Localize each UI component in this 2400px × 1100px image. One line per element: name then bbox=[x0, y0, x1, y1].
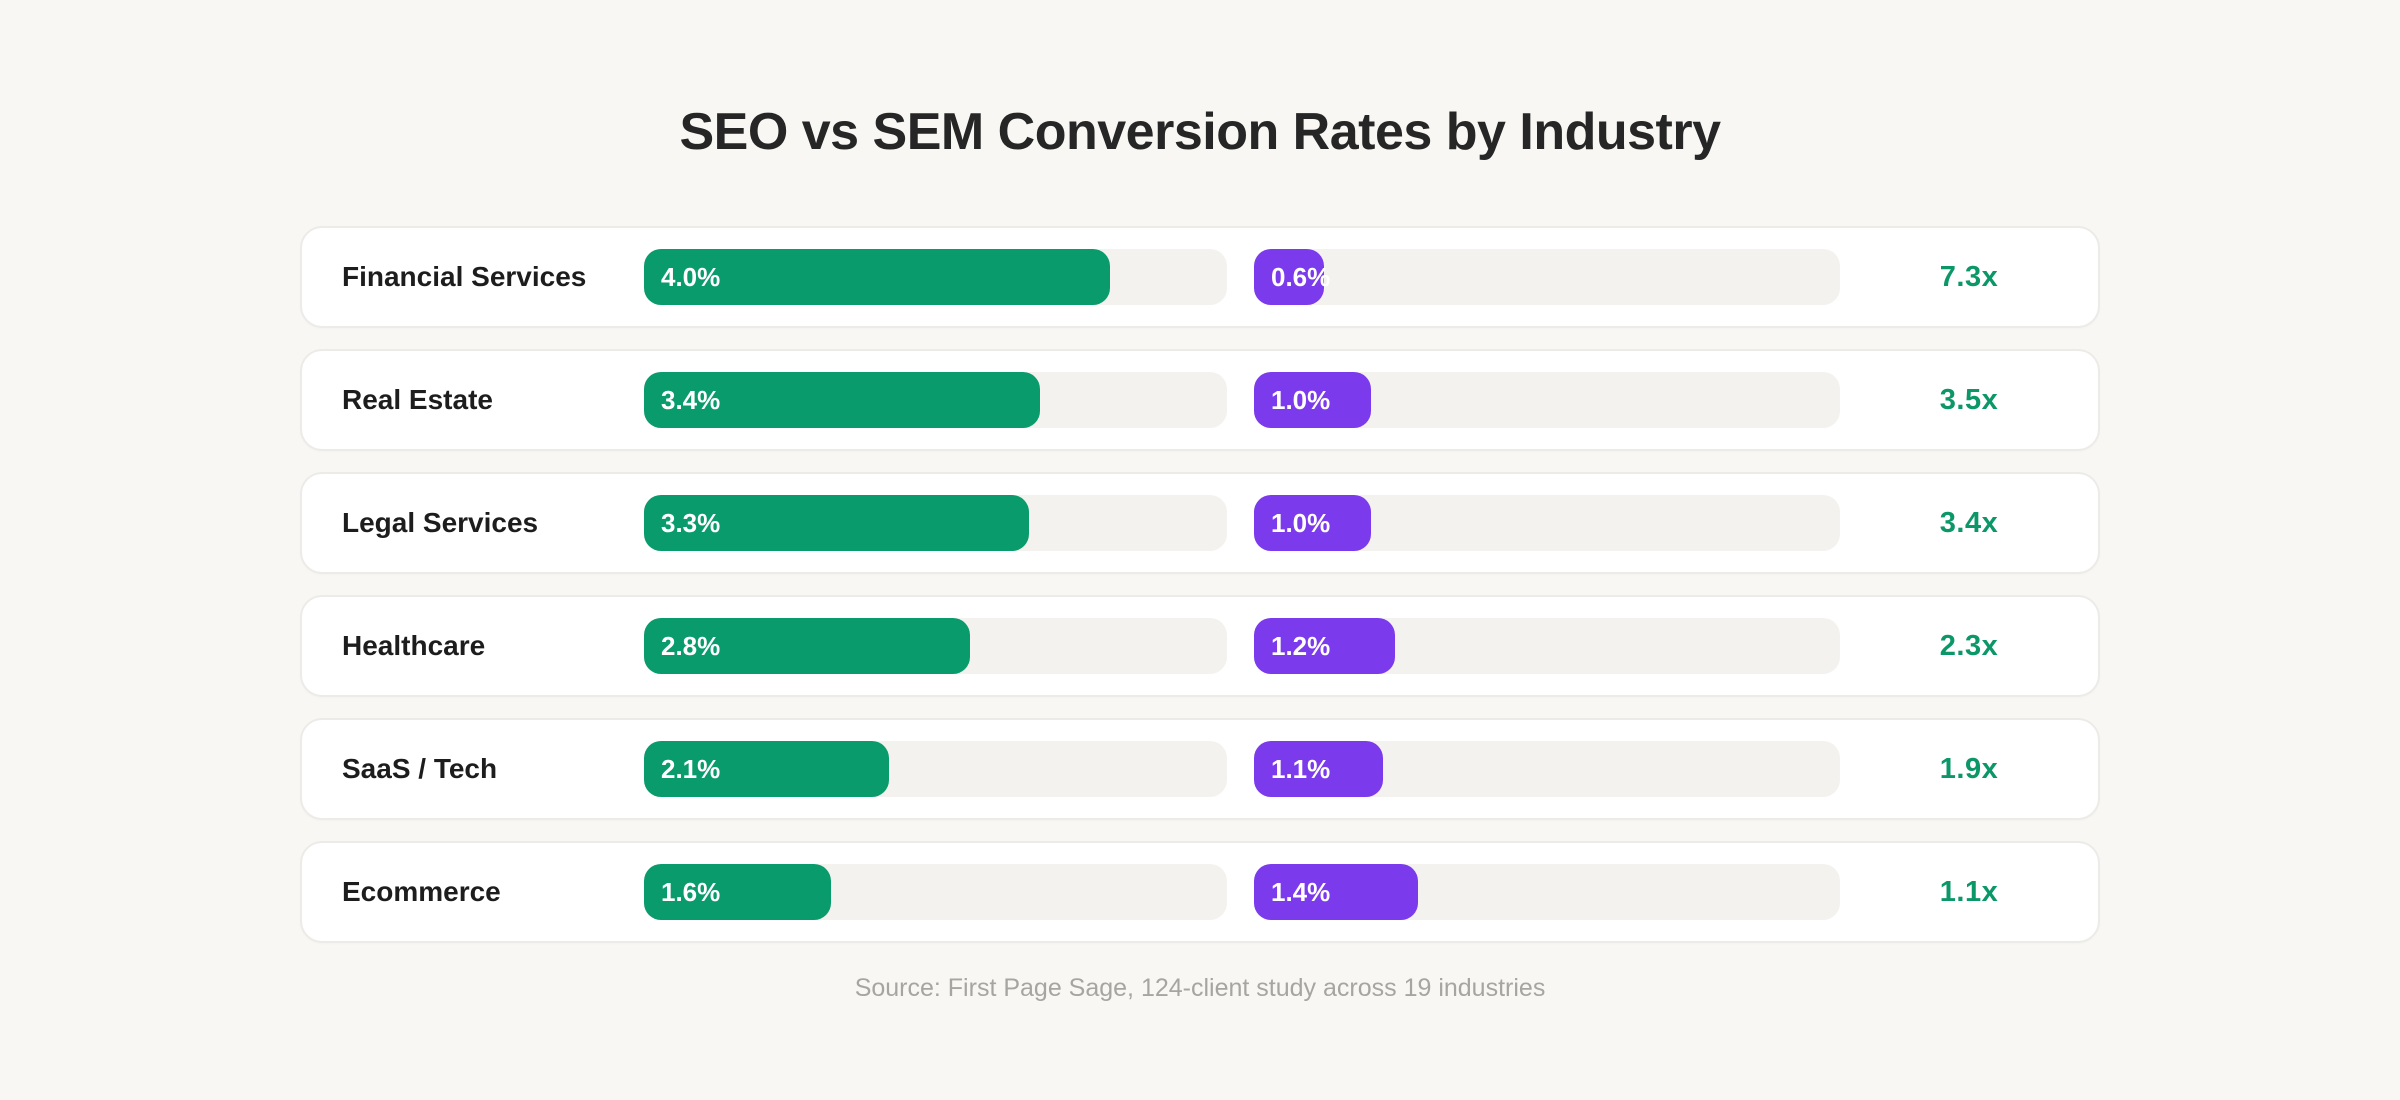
source-note: Source: First Page Sage, 124-client stud… bbox=[854, 974, 1546, 1002]
sem-bar-track: 1.1% bbox=[1254, 741, 1840, 797]
industry-row: Legal Services 3.3% 1.0% 3.4x bbox=[300, 472, 2100, 574]
sem-bar-track: 1.4% bbox=[1254, 864, 1840, 920]
sem-bar-value: 1.4% bbox=[1271, 876, 1331, 907]
sem-bar-fill: 0.6% bbox=[1254, 249, 1330, 305]
industry-label: Healthcare bbox=[342, 630, 486, 661]
multiplier-value: 3.4x bbox=[1939, 506, 1999, 539]
industry-label: Real Estate bbox=[342, 384, 493, 415]
seo-bar-fill: 2.8% bbox=[644, 618, 971, 674]
industry-label: Ecommerce bbox=[342, 876, 501, 907]
sem-bar-fill: 1.2% bbox=[1254, 618, 1395, 674]
sem-bar-fill: 1.4% bbox=[1254, 864, 1419, 920]
seo-bar-fill: 4.0% bbox=[644, 249, 1111, 305]
seo-bar-fill: 2.1% bbox=[644, 741, 889, 797]
industry-row: SaaS / Tech 2.1% 1.1% 1.9x bbox=[300, 718, 2100, 820]
seo-bar-value: 2.1% bbox=[661, 753, 721, 784]
multiplier-value: 2.3x bbox=[1939, 629, 1999, 662]
sem-bar-fill: 1.1% bbox=[1254, 741, 1383, 797]
sem-bar-value: 1.0% bbox=[1271, 384, 1331, 415]
seo-bar-value: 3.4% bbox=[661, 384, 721, 415]
industry-row: Healthcare 2.8% 1.2% 2.3x bbox=[300, 595, 2100, 697]
sem-bar-value: 1.0% bbox=[1271, 507, 1331, 538]
industry-row: Ecommerce 1.6% 1.4% 1.1x bbox=[300, 841, 2100, 943]
industry-label: Financial Services bbox=[342, 261, 587, 292]
seo-bar-track: 3.4% bbox=[644, 372, 1227, 428]
seo-bar-value: 2.8% bbox=[661, 630, 721, 661]
sem-bar-track: 1.2% bbox=[1254, 618, 1840, 674]
seo-bar-track: 1.6% bbox=[644, 864, 1227, 920]
sem-bar-track: 1.0% bbox=[1254, 495, 1840, 551]
sem-bar-value: 1.1% bbox=[1271, 753, 1331, 784]
seo-bar-fill: 1.6% bbox=[644, 864, 831, 920]
industry-row: Real Estate 3.4% 1.0% 3.5x bbox=[300, 349, 2100, 451]
seo-bar-value: 3.3% bbox=[661, 507, 721, 538]
seo-bar-track: 4.0% bbox=[644, 249, 1227, 305]
multiplier-value: 1.9x bbox=[1939, 752, 1999, 785]
sem-bar-track: 0.6% bbox=[1254, 249, 1840, 305]
industry-label: Legal Services bbox=[342, 507, 539, 538]
industry-label: SaaS / Tech bbox=[342, 753, 498, 784]
multiplier-value: 1.1x bbox=[1939, 875, 1999, 908]
sem-bar-track: 1.0% bbox=[1254, 372, 1840, 428]
seo-bar-value: 1.6% bbox=[661, 876, 721, 907]
sem-bar-value: 0.6% bbox=[1271, 261, 1331, 292]
sem-bar-fill: 1.0% bbox=[1254, 372, 1372, 428]
seo-bar-fill: 3.4% bbox=[644, 372, 1041, 428]
industry-row: Financial Services 4.0% 0.6% 7.3x bbox=[300, 226, 2100, 328]
seo-bar-track: 2.1% bbox=[644, 741, 1227, 797]
sem-bar-fill: 1.0% bbox=[1254, 495, 1372, 551]
seo-bar-track: 2.8% bbox=[644, 618, 1227, 674]
industry-rows: Financial Services 4.0% 0.6% 7.3x Real E… bbox=[300, 226, 2100, 943]
multiplier-value: 3.5x bbox=[1939, 383, 1999, 416]
multiplier-value: 7.3x bbox=[1939, 260, 1999, 293]
sem-bar-value: 1.2% bbox=[1271, 630, 1331, 661]
seo-bar-track: 3.3% bbox=[644, 495, 1227, 551]
seo-bar-fill: 3.3% bbox=[644, 495, 1029, 551]
chart-title: SEO vs SEM Conversion Rates by Industry bbox=[679, 103, 1721, 161]
seo-bar-value: 4.0% bbox=[661, 261, 721, 292]
